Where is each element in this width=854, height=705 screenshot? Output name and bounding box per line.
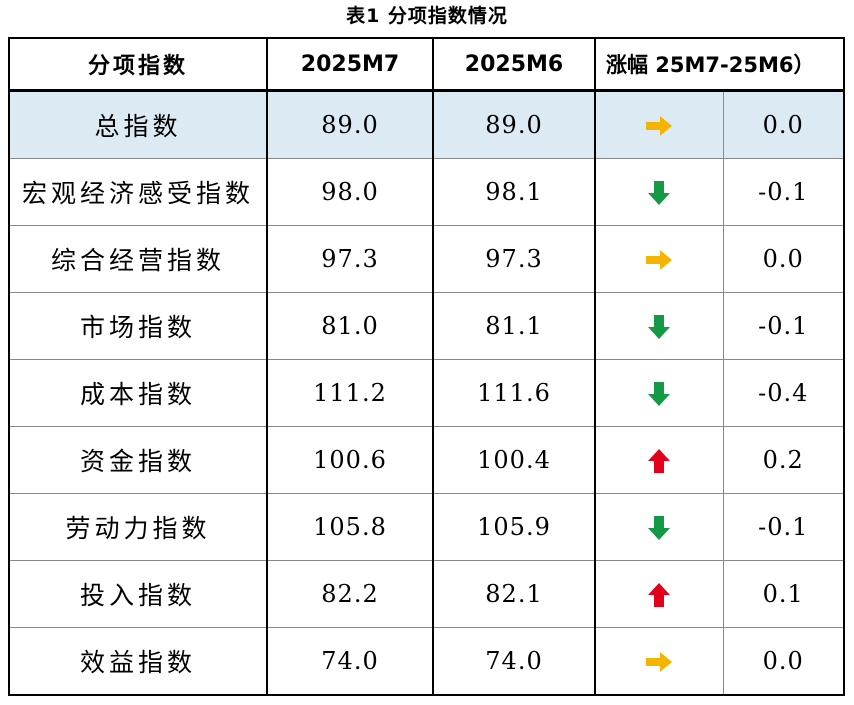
header-index-name: 分项指数 xyxy=(8,37,268,92)
header-2025m7: 2025M7 xyxy=(266,37,434,92)
row-change-value: -0.4 xyxy=(722,359,845,427)
table-caption: 表1 分项指数情况 xyxy=(346,5,508,27)
row-value-2025m6: 89.0 xyxy=(432,90,596,159)
row-value-2025m6: 97.3 xyxy=(432,225,596,293)
row-value-2025m7: 82.2 xyxy=(266,560,434,628)
row-value-2025m6: 100.4 xyxy=(432,426,596,494)
table-row: 资金指数 100.6 100.4 0.2 xyxy=(8,426,845,494)
row-value-2025m7: 98.0 xyxy=(266,158,434,226)
row-index-name: 资金指数 xyxy=(8,426,268,494)
row-value-2025m7: 105.8 xyxy=(266,493,434,561)
table-header-row: 分项指数 2025M7 2025M6 涨幅 25M7-25M6） xyxy=(8,37,845,92)
row-value-2025m6: 74.0 xyxy=(432,627,596,696)
table-row: 劳动力指数 105.8 105.9 -0.1 xyxy=(8,493,845,561)
row-value-2025m7: 100.6 xyxy=(266,426,434,494)
header-2025m6: 2025M6 xyxy=(432,37,596,92)
down-arrow-icon xyxy=(594,158,724,226)
row-change-value: 0.0 xyxy=(722,90,845,159)
down-arrow-icon xyxy=(594,292,724,360)
row-value-2025m7: 97.3 xyxy=(266,225,434,293)
row-value-2025m7: 81.0 xyxy=(266,292,434,360)
table-row: 总指数 89.0 89.0 0.0 xyxy=(8,90,845,159)
right-arrow-icon xyxy=(594,627,724,696)
row-index-name: 成本指数 xyxy=(8,359,268,427)
row-index-name: 总指数 xyxy=(8,90,268,159)
table-row: 效益指数 74.0 74.0 0.0 xyxy=(8,627,845,696)
header-change: 涨幅 25M7-25M6） xyxy=(594,37,845,92)
right-arrow-icon xyxy=(594,90,724,159)
row-value-2025m6: 98.1 xyxy=(432,158,596,226)
up-arrow-icon xyxy=(594,560,724,628)
row-change-value: 0.1 xyxy=(722,560,845,628)
up-arrow-icon xyxy=(594,426,724,494)
down-arrow-icon xyxy=(594,359,724,427)
row-change-value: 0.2 xyxy=(722,426,845,494)
row-value-2025m6: 105.9 xyxy=(432,493,596,561)
table-row: 市场指数 81.0 81.1 -0.1 xyxy=(8,292,845,360)
row-value-2025m7: 89.0 xyxy=(266,90,434,159)
row-value-2025m7: 111.2 xyxy=(266,359,434,427)
row-change-value: -0.1 xyxy=(722,292,845,360)
row-change-value: 0.0 xyxy=(722,627,845,696)
index-table: 分项指数 2025M7 2025M6 涨幅 25M7-25M6） 总指数 89.0… xyxy=(8,37,845,696)
row-index-name: 效益指数 xyxy=(8,627,268,696)
table-row: 成本指数 111.2 111.6 -0.4 xyxy=(8,359,845,427)
table-body: 总指数 89.0 89.0 0.0 宏观经济感受指数 98.0 98.1 -0.1 综合经营指数… xyxy=(8,90,845,696)
row-change-value: -0.1 xyxy=(722,158,845,226)
row-index-name: 宏观经济感受指数 xyxy=(8,158,268,226)
row-index-name: 投入指数 xyxy=(8,560,268,628)
row-index-name: 综合经营指数 xyxy=(8,225,268,293)
table-row: 宏观经济感受指数 98.0 98.1 -0.1 xyxy=(8,158,845,226)
table-row: 投入指数 82.2 82.1 0.1 xyxy=(8,560,845,628)
row-value-2025m7: 74.0 xyxy=(266,627,434,696)
row-value-2025m6: 81.1 xyxy=(432,292,596,360)
row-change-value: 0.0 xyxy=(722,225,845,293)
row-index-name: 市场指数 xyxy=(8,292,268,360)
row-change-value: -0.1 xyxy=(722,493,845,561)
down-arrow-icon xyxy=(594,493,724,561)
row-value-2025m6: 82.1 xyxy=(432,560,596,628)
row-value-2025m6: 111.6 xyxy=(432,359,596,427)
right-arrow-icon xyxy=(594,225,724,293)
table-row: 综合经营指数 97.3 97.3 0.0 xyxy=(8,225,845,293)
row-index-name: 劳动力指数 xyxy=(8,493,268,561)
